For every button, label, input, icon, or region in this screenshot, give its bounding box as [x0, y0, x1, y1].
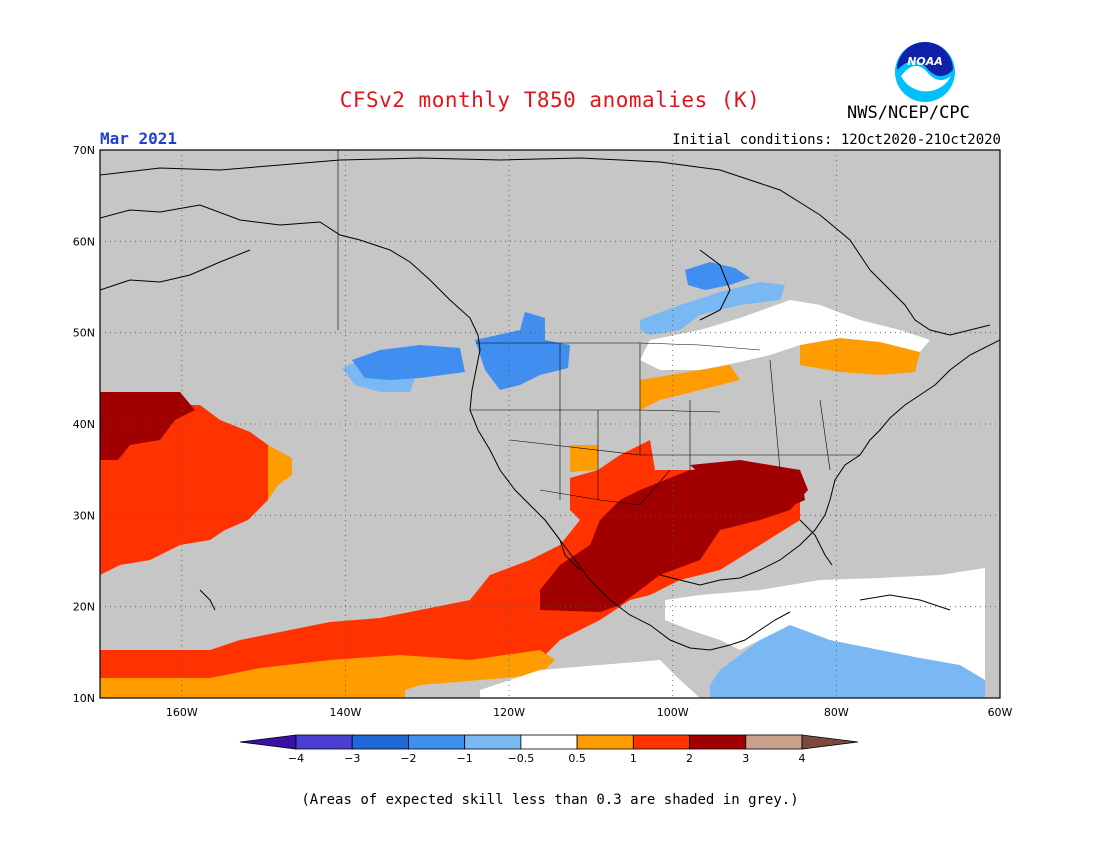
political-borders: [337, 150, 860, 506]
anomaly-region-rockies-orange: [570, 445, 598, 472]
skill-note: (Areas of expected skill less than 0.3 a…: [301, 792, 799, 808]
lat-label: 50N: [73, 327, 95, 340]
colorbar-tick-label: −3: [344, 752, 360, 765]
anomaly-region-subtropical-orange: [100, 650, 555, 698]
map-gridlines: [100, 150, 1000, 698]
lat-label: 70N: [73, 144, 95, 157]
lat-label: 20N: [73, 601, 95, 614]
anomaly-region-near-normal-pacific: [480, 660, 700, 698]
colorbar-box: [295, 734, 353, 750]
anomaly-region-pacific-blue: [352, 345, 465, 380]
lon-label: 80W: [824, 706, 849, 719]
anomaly-region-canada-lightblue: [640, 282, 785, 335]
colorbar-tick-label: −1: [457, 752, 473, 765]
lon-label: 120W: [493, 706, 525, 719]
colorbar-min-arrow: [239, 734, 297, 750]
lon-label: 100W: [657, 706, 689, 719]
initial-conditions-label: Initial conditions: 12Oct2020-21Oct2020: [672, 132, 1001, 148]
lat-label: 40N: [73, 418, 95, 431]
colorbar-tick-label: −0.5: [508, 752, 535, 765]
anomaly-region-north-pacific-darkred: [100, 392, 195, 460]
noaa-logo-text: NOAA: [907, 55, 943, 68]
lat-label: 10N: [73, 692, 95, 705]
anomaly-region-pacific-orange: [268, 445, 292, 500]
valid-month-label: Mar 2021: [100, 129, 178, 148]
colorbar-tick-label: 4: [799, 752, 806, 765]
anomaly-region-plains-orange: [640, 365, 740, 410]
colorbar-box: [689, 734, 747, 750]
anomaly-region-caribbean-lightblue: [710, 625, 985, 698]
colorbar-tick-label: 1: [630, 752, 637, 765]
lat-label: 60N: [73, 235, 95, 248]
colorbar-box: [745, 734, 803, 750]
anomaly-region-near-normal-northeast: [640, 300, 930, 370]
colorbar-max-arrow: [801, 734, 859, 750]
anomaly-region-southeast-darkred: [690, 460, 805, 515]
coastlines: [100, 157, 1000, 651]
longitude-labels: 160W 140W 120W 100W 80W 60W: [166, 706, 1013, 719]
lon-label: 140W: [330, 706, 362, 719]
anomaly-region-hudson-blue: [685, 262, 750, 290]
colorbar-box: [520, 734, 578, 750]
colorbar-tick-label: −2: [400, 752, 416, 765]
colorbar-tick-label: 0.5: [568, 752, 586, 765]
colorbar-tick-label: −4: [288, 752, 304, 765]
colorbar-box: [576, 734, 634, 750]
organization-label: NWS/NCEP/CPC: [847, 103, 970, 123]
colorbar-box: [464, 734, 522, 750]
lon-label: 160W: [166, 706, 198, 719]
colorbar-tick-label: 3: [742, 752, 749, 765]
lat-label: 30N: [73, 509, 95, 522]
lon-label: 60W: [988, 706, 1013, 719]
latitude-labels: 70N 60N 50N 40N 30N 20N 10N: [73, 144, 95, 705]
colorbar-tick-label: 2: [686, 752, 693, 765]
map-frame: [99, 149, 1001, 699]
colorbar-box: [632, 734, 690, 750]
chart-title: CFSv2 monthly T850 anomalies (K): [339, 88, 761, 112]
anomaly-region-pacific-red: [100, 405, 268, 575]
colorbar-box: [408, 734, 466, 750]
anomaly-region-great-lakes-orange: [800, 338, 920, 375]
anomaly-region-northwest-blue: [475, 312, 570, 390]
colorbar-box: [351, 734, 409, 750]
anomaly-region-near-normal-caribbean: [665, 568, 985, 680]
colorbar: −4 −3 −2 −1 −0.5 0.5 1 2 3 4: [239, 734, 859, 765]
noaa-logo: NOAA: [893, 40, 957, 108]
